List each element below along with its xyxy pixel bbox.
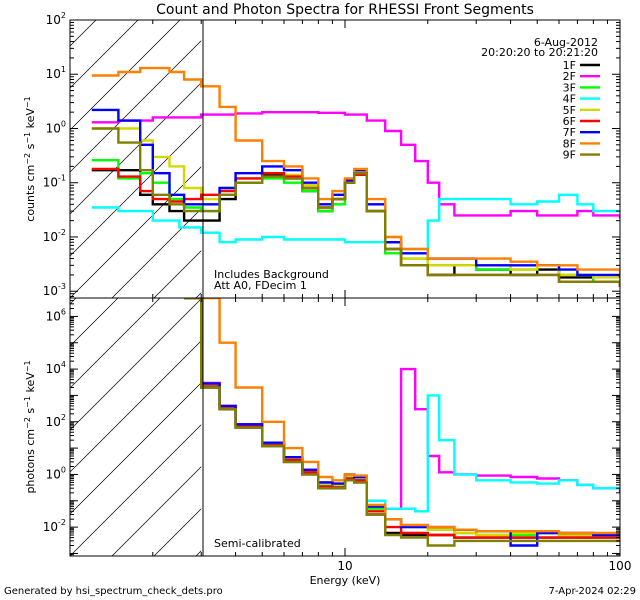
hatch-line (448, 20, 640, 298)
hatch-line (70, 82, 202, 215)
legend-label-1F: 1F (563, 59, 576, 72)
hatch-line (364, 20, 640, 298)
y-tick-label: 102 (46, 11, 66, 27)
series-line-7F-bot (184, 298, 620, 547)
series-line-8F-top (91, 66, 620, 275)
hatch-line (322, 298, 580, 556)
chart-title: Count and Photon Spectra for RHESSI Fron… (156, 2, 534, 18)
legend-label-8F: 8F (563, 137, 576, 150)
hatch-line (280, 20, 558, 298)
y-tick-label: 106 (46, 307, 66, 323)
calibration-note: Semi-calibrated (214, 537, 301, 550)
hatch-line (0, 20, 12, 298)
hatch-line (532, 298, 640, 556)
hatch-line (111, 466, 202, 556)
bottom-axis-ticks: 10 100 10-2 100 102 104 106 (43, 297, 632, 573)
series-line-9F-bot (184, 298, 620, 547)
legend-label-6F: 6F (563, 115, 576, 128)
series-line-8F-bot (184, 298, 620, 535)
series-line-3F-top (91, 159, 620, 283)
hatch-line (70, 20, 181, 131)
series-line-1F-top (91, 169, 620, 287)
hatch-line (364, 298, 622, 556)
time-range-label: 20:20:20 to 20:21:20 (481, 46, 598, 59)
bottom-plot-frame (69, 297, 621, 557)
y-tick-label: 102 (46, 413, 66, 429)
y-tick-label: 101 (46, 65, 66, 81)
hatch-line (238, 20, 516, 298)
hatch-line (406, 20, 640, 298)
hatch-line (70, 424, 202, 556)
series-line-2F-bot (184, 298, 620, 510)
series-line-2F-top (91, 111, 620, 219)
y-tick-label: 104 (46, 360, 66, 376)
x-tick-label: 10 (337, 559, 352, 573)
attenuator-note: Att A0, FDecim 1 (214, 279, 307, 292)
top-panel: 10-3 10-2 10-1 100 101 102 counts cm−2 s−1 ke… (0, 11, 640, 299)
hatch-line (448, 298, 640, 556)
hatch-line (70, 340, 202, 473)
hatch-line (70, 124, 202, 257)
hatch-line (153, 508, 202, 556)
hatch-line (406, 298, 640, 556)
timestamp-label: 7-Apr-2024 02:29 (549, 586, 636, 597)
y-tick-label: 10-1 (43, 174, 66, 190)
legend-label-7F: 7F (563, 126, 576, 139)
top-series-group (91, 66, 620, 287)
x-tick-label: 100 (609, 559, 632, 573)
bottom-panel: 10 100 10-2 100 102 104 106 photons cm−2 s−1 k… (23, 297, 640, 587)
legend-label-3F: 3F (563, 81, 576, 94)
background-note: Includes Background (214, 268, 329, 281)
date-label: 6-Aug-2012 (534, 36, 598, 49)
y-tick-label: 100 (46, 119, 66, 135)
series-line-4F-top (91, 193, 620, 251)
hatch-line (322, 20, 600, 298)
legend-label-2F: 2F (563, 70, 576, 83)
top-axis-ticks: 10-3 10-2 10-1 100 101 102 (43, 11, 621, 298)
y-tick-label: 10-2 (43, 228, 66, 244)
y-tick-label: 10-2 (43, 518, 66, 534)
hatch-line (70, 20, 97, 47)
bottom-series-group (184, 298, 620, 547)
hatch-line (153, 250, 202, 298)
hatch-line (238, 298, 496, 556)
hatch-line (70, 298, 161, 389)
series-line-7F-top (91, 108, 620, 278)
bottom-hatch-region (70, 298, 640, 556)
hatch-line (490, 298, 640, 556)
hatch-line (70, 298, 119, 347)
hatch-line (70, 20, 139, 89)
legend-label-4F: 4F (563, 93, 576, 106)
top-hatch-region (0, 20, 640, 298)
generated-by-label: Generated by hsi_spectrum_check_dets.pro (4, 586, 223, 597)
hatch-line (280, 298, 538, 556)
legend-label-9F: 9F (563, 149, 576, 162)
bottom-y-axis-label: photons cm−2 s−1 keV−1 (23, 360, 37, 493)
hatch-line (70, 382, 202, 515)
hatch-line (532, 20, 640, 298)
top-y-axis-label: counts cm−2 s−1 keV−1 (23, 96, 37, 221)
legend-label-5F: 5F (563, 104, 576, 117)
hatch-line (70, 40, 202, 173)
hatch-line (70, 166, 202, 298)
x-axis-label: Energy (keV) (310, 574, 381, 587)
y-tick-label: 100 (46, 465, 66, 481)
hatch-line (70, 298, 202, 431)
hatch-line (195, 292, 202, 298)
hatch-line (111, 208, 202, 298)
series-line-9F-top (91, 127, 620, 287)
y-tick-label: 10-3 (43, 282, 66, 298)
